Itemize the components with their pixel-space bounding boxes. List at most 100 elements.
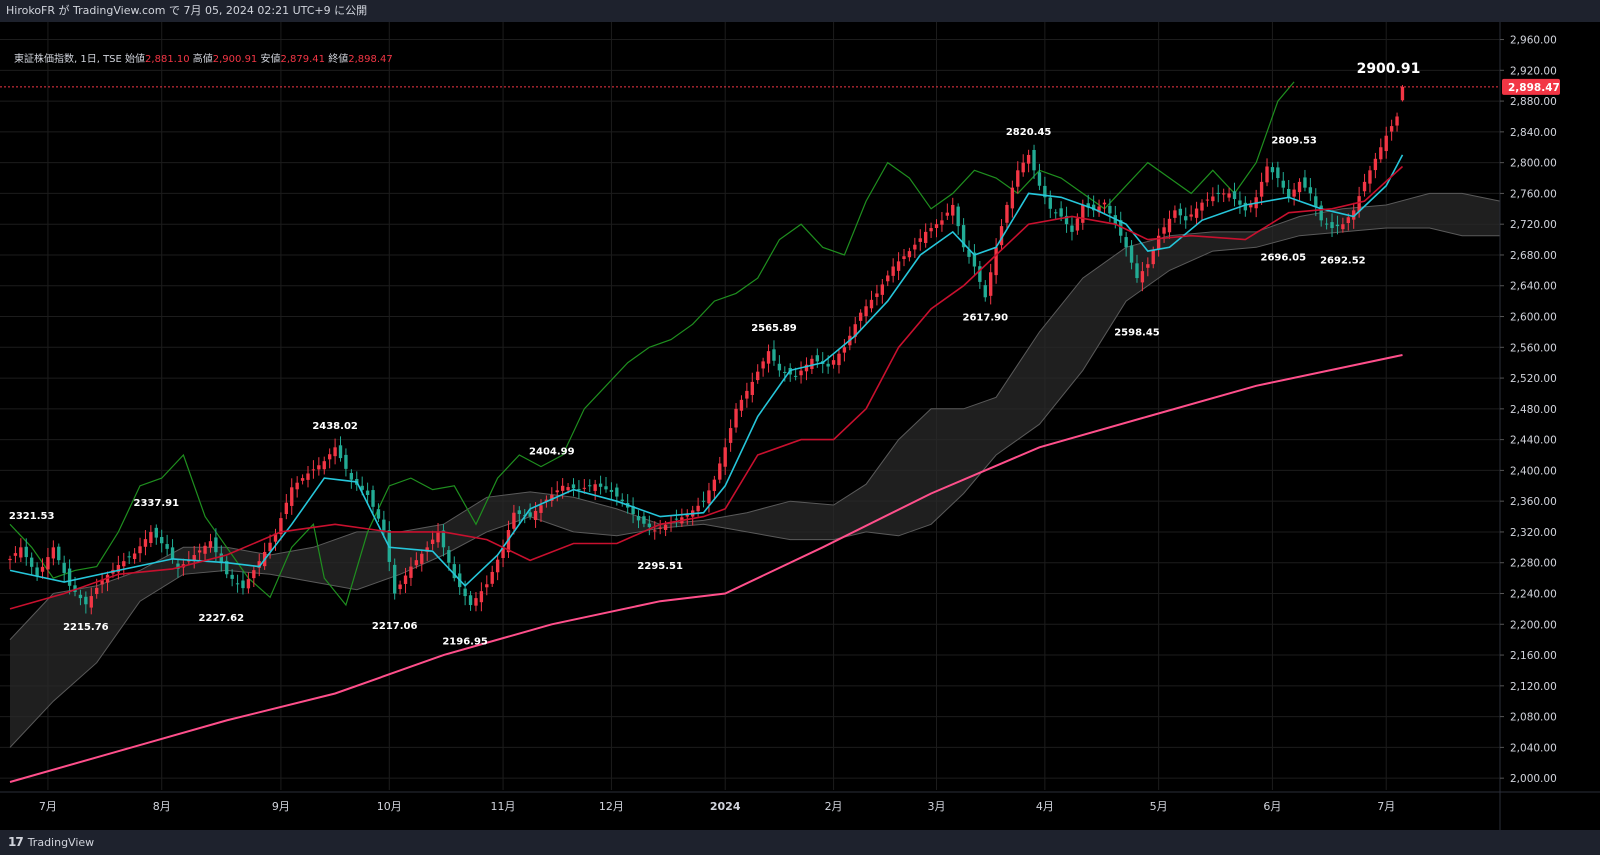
candle-body xyxy=(940,220,944,225)
candle xyxy=(344,448,348,477)
candle xyxy=(512,504,516,535)
candle xyxy=(734,403,738,433)
y-tick-label: 2,240.00 xyxy=(1510,589,1557,601)
y-tick-label: 2,600.00 xyxy=(1510,312,1557,324)
candle xyxy=(886,270,890,287)
candle-body xyxy=(1189,214,1193,217)
candle xyxy=(1005,201,1009,230)
candle xyxy=(257,553,261,577)
candle xyxy=(57,543,61,565)
candle-body xyxy=(1379,147,1383,160)
candle-body xyxy=(40,566,45,572)
price-annotation: 2820.45 xyxy=(1006,127,1052,138)
candle xyxy=(994,238,998,284)
candle xyxy=(67,559,72,595)
candle xyxy=(1200,199,1204,220)
candle-body xyxy=(35,567,39,577)
candle xyxy=(122,552,126,576)
candle-body xyxy=(1265,166,1269,183)
candle xyxy=(382,510,386,539)
low-value: 2,879.41 xyxy=(280,54,326,65)
y-tick-label: 2,680.00 xyxy=(1510,250,1557,262)
candle xyxy=(923,223,928,248)
candle-body xyxy=(858,312,863,321)
candle-body xyxy=(57,546,61,561)
candle xyxy=(1026,149,1031,173)
chart-area[interactable]: 2321.53 2215.76 2337.91 2227.62 2438.02 2217.… xyxy=(0,22,1600,830)
candle xyxy=(707,482,711,513)
candle xyxy=(620,493,624,507)
x-tick-label: 10月 xyxy=(377,800,402,813)
candle-body xyxy=(1276,167,1280,179)
candle-body xyxy=(1097,206,1101,213)
candle-body xyxy=(1281,180,1285,188)
candle-body xyxy=(441,530,446,548)
candle-body xyxy=(73,585,77,592)
candle-body xyxy=(837,353,841,366)
candle-body xyxy=(615,487,619,497)
candle xyxy=(300,474,305,485)
candle-body xyxy=(869,299,874,309)
candle-body xyxy=(241,580,245,589)
candle xyxy=(1216,184,1220,203)
x-tick-label: 8月 xyxy=(153,800,171,813)
candle xyxy=(1319,200,1323,227)
candle xyxy=(880,279,885,304)
candle-body xyxy=(116,565,121,573)
candle-body xyxy=(642,516,646,524)
candle-body xyxy=(1249,203,1253,208)
candle-body xyxy=(566,487,570,491)
candle-body xyxy=(468,595,473,606)
candle-body xyxy=(880,284,885,295)
candle xyxy=(1389,119,1394,141)
candle-body xyxy=(1259,181,1264,197)
last-price-badge xyxy=(1502,78,1560,95)
candle-body xyxy=(831,360,836,365)
x-tick-label: 9月 xyxy=(272,800,290,813)
candle-body xyxy=(225,560,229,575)
candle xyxy=(338,436,343,462)
price-annotation: 2404.99 xyxy=(529,447,575,458)
candle-body xyxy=(1292,189,1296,197)
candle xyxy=(1384,126,1388,159)
price-annotation: 2692.52 xyxy=(1320,255,1366,266)
y-tick-label: 2,040.00 xyxy=(1510,742,1557,754)
candle-body xyxy=(1303,177,1307,188)
candle-body xyxy=(143,539,148,547)
candle-body xyxy=(1146,264,1150,268)
publish-line: HirokoFR が TradingView.com で 7月 05, 2024… xyxy=(6,4,368,17)
price-annotation: 2217.06 xyxy=(372,621,418,632)
candle-body xyxy=(311,469,316,471)
candle-body xyxy=(712,479,717,492)
y-tick-label: 2,880.00 xyxy=(1510,96,1557,108)
candle-body xyxy=(333,447,337,457)
close-label: 終値 xyxy=(328,54,349,65)
candle-body xyxy=(338,445,343,459)
candle-body xyxy=(533,510,538,520)
candle-body xyxy=(1389,126,1394,132)
candlestick-chart[interactable]: 2321.53 2215.76 2337.91 2227.62 2438.02 2217.… xyxy=(0,22,1600,830)
candle-body xyxy=(756,371,760,381)
candle-body xyxy=(1297,181,1302,193)
y-tick-label: 2,080.00 xyxy=(1510,712,1557,724)
candle xyxy=(837,348,841,374)
candle-body xyxy=(826,363,830,367)
candle-body xyxy=(929,228,933,232)
tradingview-brand[interactable]: 17 TradingView xyxy=(8,830,94,855)
price-annotation: 2196.95 xyxy=(442,637,488,648)
candle xyxy=(24,538,28,566)
candle xyxy=(555,481,559,502)
publish-info: HirokoFR が TradingView.com で 7月 05, 2024… xyxy=(0,0,1600,22)
candle xyxy=(1314,188,1318,217)
candle-body xyxy=(13,553,18,556)
candle xyxy=(577,480,581,499)
candle xyxy=(1281,172,1285,194)
price-annotation: 2696.05 xyxy=(1260,253,1306,264)
candle xyxy=(414,552,419,569)
candle xyxy=(1124,232,1128,257)
candle-body xyxy=(365,490,370,496)
candle xyxy=(1091,195,1096,218)
candle-body xyxy=(1200,202,1204,211)
y-tick-label: 2,920.00 xyxy=(1510,65,1557,77)
price-annotation: 2598.45 xyxy=(1114,328,1160,339)
